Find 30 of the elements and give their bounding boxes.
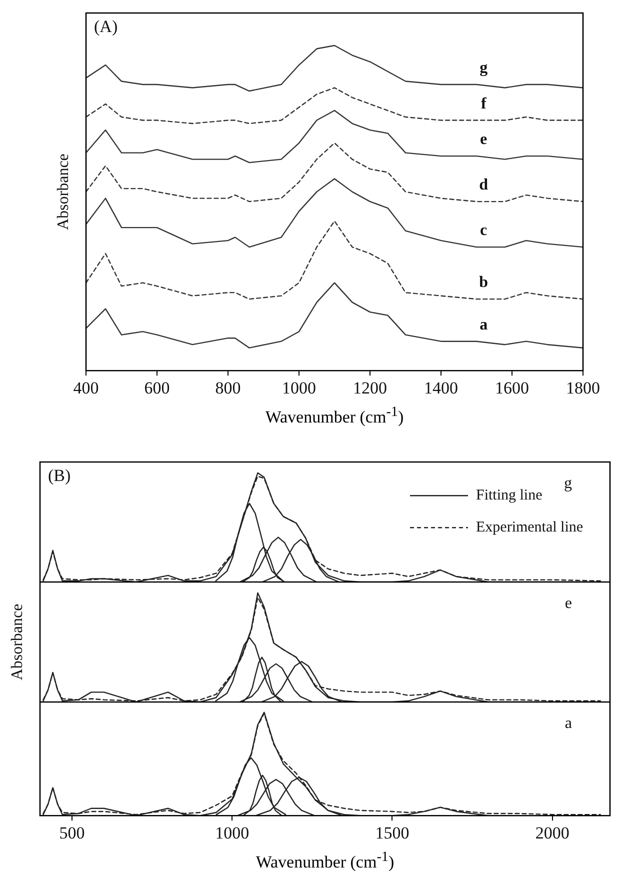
x-tick-label: 1500 bbox=[375, 823, 410, 842]
x-tick-label: 1400 bbox=[424, 378, 458, 398]
series-label: b bbox=[479, 274, 488, 292]
series-label: c bbox=[480, 222, 488, 240]
y-axis-title: Absorbance bbox=[9, 604, 26, 680]
series-label: d bbox=[479, 176, 488, 194]
y-axis-title: Absorbance bbox=[55, 154, 72, 230]
x-tick-label: 400 bbox=[73, 378, 99, 398]
series-label: f bbox=[480, 95, 487, 112]
chart-title: (B) bbox=[48, 466, 71, 485]
legend-label: Fitting line bbox=[476, 488, 543, 504]
x-axis-title: Wavenumber (cm$^{-1}$) bbox=[256, 849, 394, 872]
legend-label: Experimental line bbox=[476, 520, 584, 536]
x-tick-label: 1000 bbox=[215, 823, 250, 842]
annotation: e bbox=[564, 595, 572, 612]
x-tick-label: 1600 bbox=[495, 378, 529, 398]
annotation: g bbox=[564, 475, 572, 492]
series-label: g bbox=[480, 60, 488, 77]
x-axis-title: Wavenumber (cm$^{-1}$) bbox=[265, 404, 404, 428]
chart-title: (A) bbox=[94, 16, 118, 36]
x-tick-label: 1200 bbox=[353, 378, 387, 398]
annotation: a bbox=[564, 715, 572, 732]
x-tick-label: 1000 bbox=[282, 378, 316, 398]
x-tick-label: 1800 bbox=[566, 378, 600, 398]
x-tick-label: 2000 bbox=[535, 823, 570, 842]
series-label: e bbox=[480, 131, 488, 148]
series-label: a bbox=[480, 316, 488, 334]
x-tick-label: 500 bbox=[59, 823, 85, 842]
x-tick-label: 800 bbox=[215, 378, 241, 398]
x-tick-label: 600 bbox=[144, 378, 170, 398]
